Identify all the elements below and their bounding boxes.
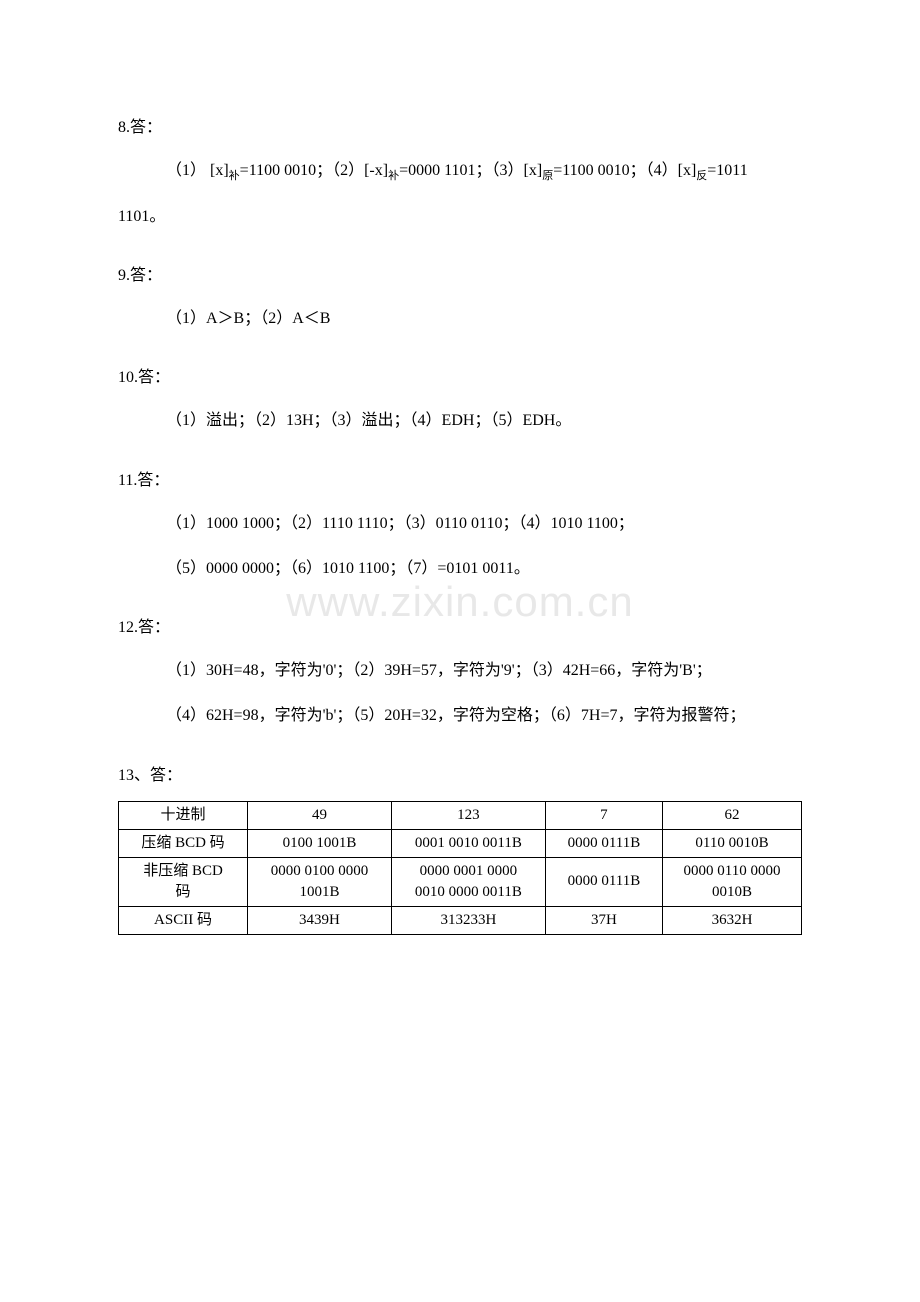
table-cell: 7 xyxy=(545,801,662,829)
table-cell: 0110 0010B xyxy=(663,829,802,857)
q8-l1-open: （1） [x] xyxy=(166,162,229,179)
table-cell: 0001 0010 0011B xyxy=(391,829,545,857)
q10-header: 10.答： xyxy=(118,360,802,395)
page-content: 8.答： （1） [x]补=1100 0010；（2）[-x]补=0000 11… xyxy=(0,0,920,935)
q12-line2: （4）62H=98，字符为'b'；（5）20H=32，字符为空格；（6）7H=7… xyxy=(118,698,802,733)
table-cell: 0000 0110 00000010B xyxy=(663,857,802,906)
table-cell: 非压缩 BCD码 xyxy=(119,857,248,906)
q13-table: 十进制 49 123 7 62 压缩 BCD 码 0100 1001B 0001… xyxy=(118,801,802,935)
q8-t2: =0000 1101；（3）[x] xyxy=(399,162,542,179)
q12-line1: （1）30H=48，字符为'0'；（2）39H=57，字符为'9'；（3）42H… xyxy=(118,653,802,688)
table-cell: 0000 0100 00001001B xyxy=(248,857,392,906)
table-cell: 0100 1001B xyxy=(248,829,392,857)
q8-sub4: 反 xyxy=(696,170,707,182)
table-cell: 0000 0001 00000010 0000 0011B xyxy=(391,857,545,906)
table-cell: 62 xyxy=(663,801,802,829)
table-cell: 123 xyxy=(391,801,545,829)
table-cell: 37H xyxy=(545,906,662,934)
q8-sub1: 补 xyxy=(229,170,240,182)
table-cell: 3439H xyxy=(248,906,392,934)
q13-header: 13、答： xyxy=(118,758,802,793)
q8-t3: =1100 0010；（4）[x] xyxy=(553,162,696,179)
q8-header: 8.答： xyxy=(118,110,802,145)
q8-sub3: 原 xyxy=(542,170,553,182)
table-cell: 压缩 BCD 码 xyxy=(119,829,248,857)
table-row: 非压缩 BCD码 0000 0100 00001001B 0000 0001 0… xyxy=(119,857,802,906)
table-cell: 0000 0111B xyxy=(545,829,662,857)
table-row: 压缩 BCD 码 0100 1001B 0001 0010 0011B 0000… xyxy=(119,829,802,857)
table-cell: 十进制 xyxy=(119,801,248,829)
q9-header: 9.答： xyxy=(118,258,802,293)
q8-t1: =1100 0010；（2）[-x] xyxy=(240,162,388,179)
q8-sub2: 补 xyxy=(388,170,399,182)
q8-t4: =1011 xyxy=(707,162,747,179)
table-cell: ASCII 码 xyxy=(119,906,248,934)
q11-line2: （5）0000 0000；（6）1010 1100；（7）=0101 0011。 xyxy=(118,551,802,586)
table-row: ASCII 码 3439H 313233H 37H 3632H xyxy=(119,906,802,934)
q11-line1: （1）1000 1000；（2）1110 1110；（3）0110 0110；（… xyxy=(118,506,802,541)
q10-body: （1）溢出；（2）13H；（3）溢出；（4）EDH；（5）EDH。 xyxy=(118,403,802,438)
q8-line1: （1） [x]补=1100 0010；（2）[-x]补=0000 1101；（3… xyxy=(118,153,802,188)
table-cell: 49 xyxy=(248,801,392,829)
table-row: 十进制 49 123 7 62 xyxy=(119,801,802,829)
table-cell: 0000 0111B xyxy=(545,857,662,906)
q8-line2: 1101。 xyxy=(118,199,802,234)
table-cell: 313233H xyxy=(391,906,545,934)
q9-body: （1）A＞B；（2）A＜B xyxy=(118,301,802,336)
q11-header: 11.答： xyxy=(118,463,802,498)
q12-header: 12.答： xyxy=(118,610,802,645)
table-cell: 3632H xyxy=(663,906,802,934)
